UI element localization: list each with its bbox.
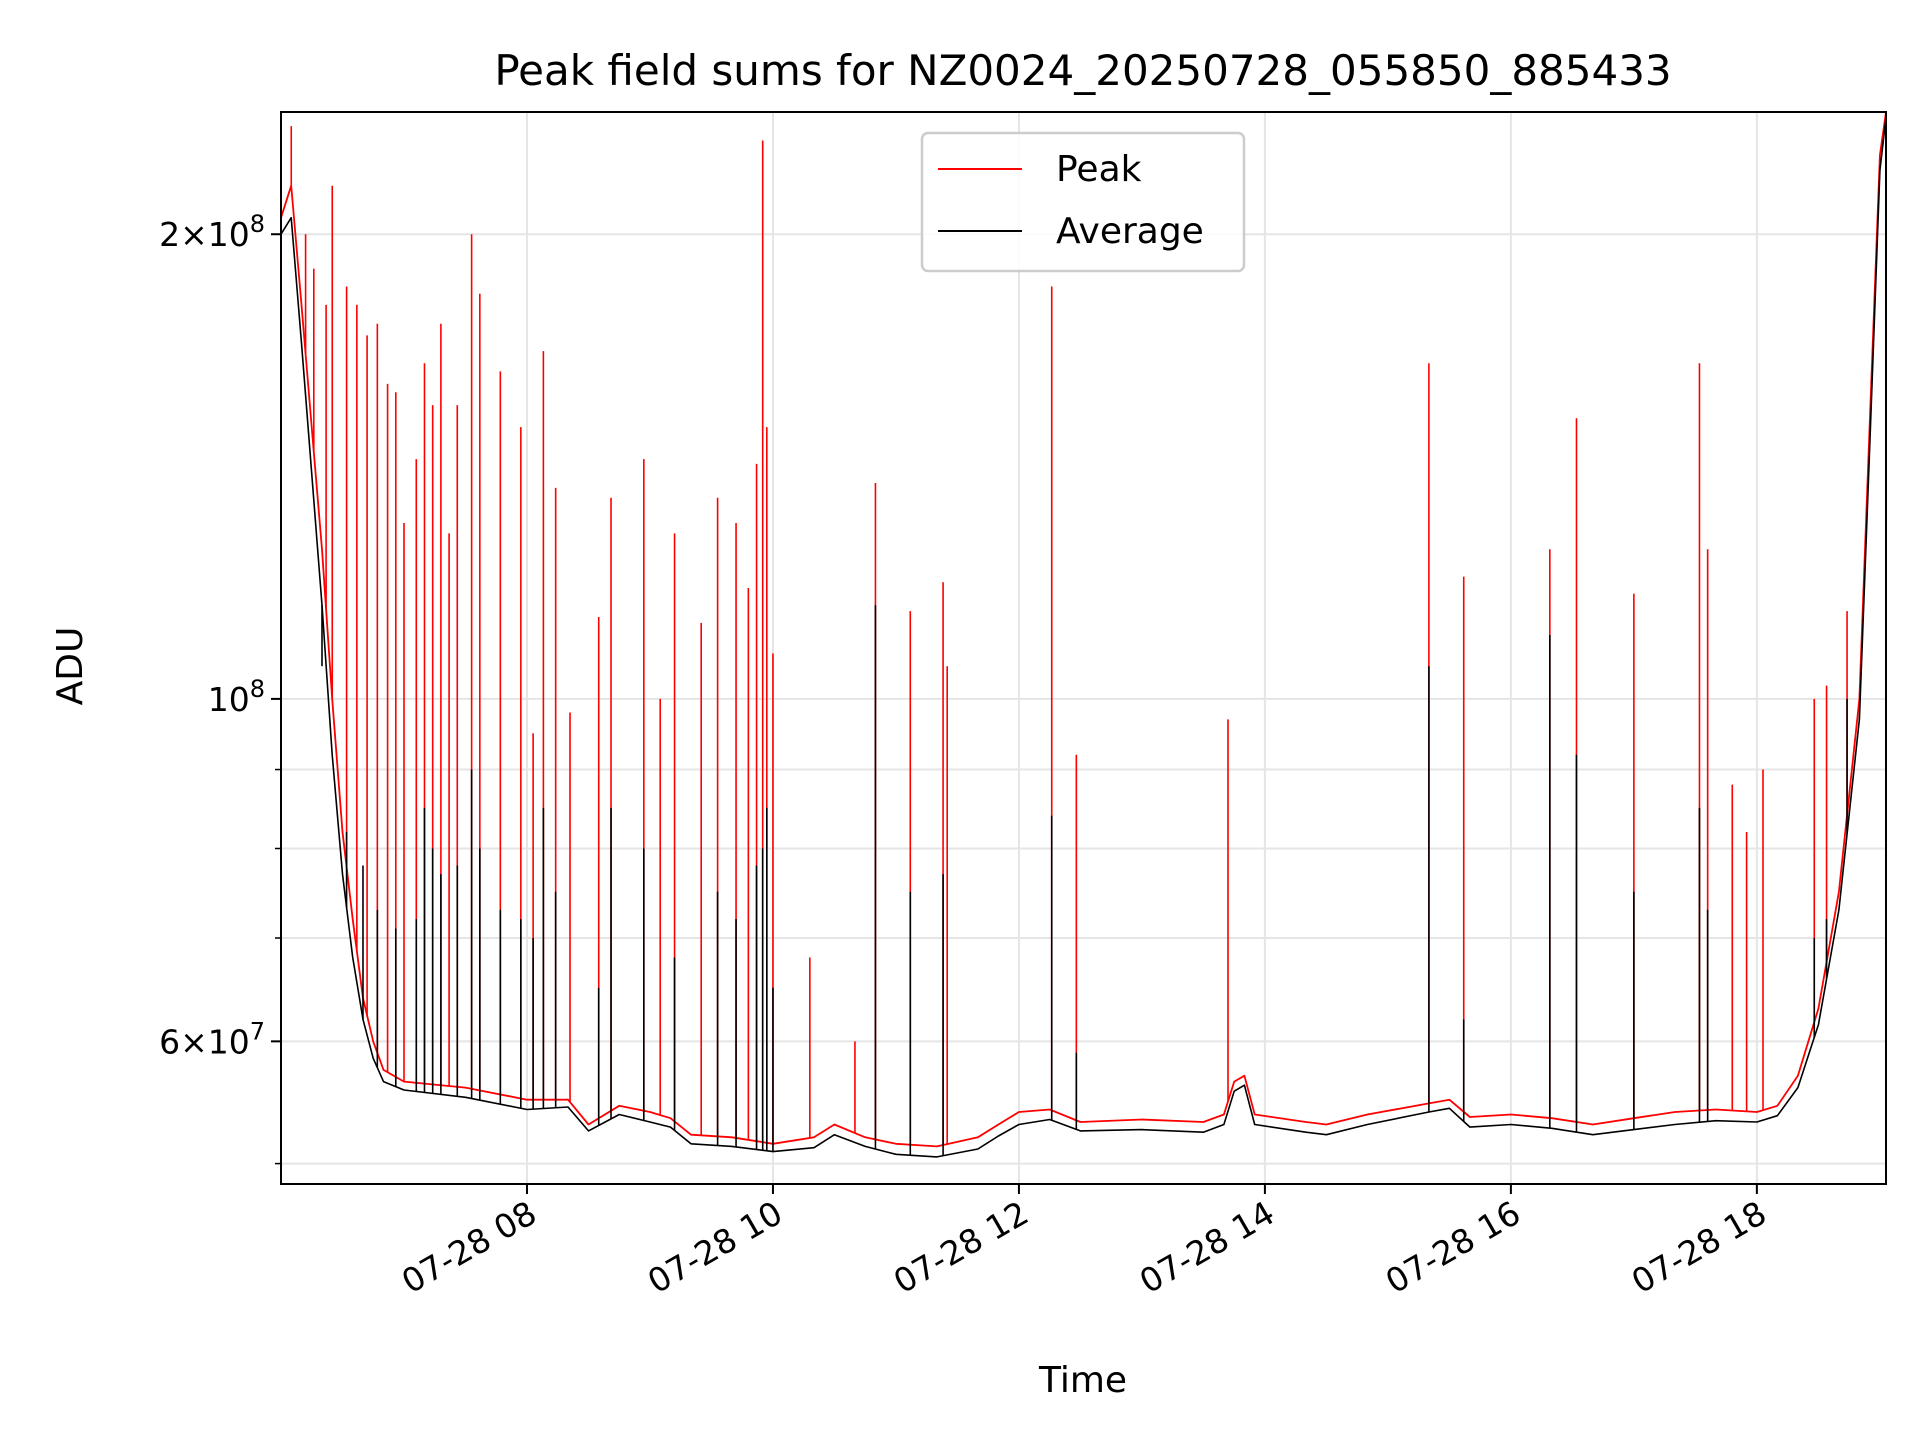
- y-tick-label: 2×108: [159, 210, 265, 254]
- legend-box: [920, 131, 1246, 273]
- axes-layer: 07-28 08 07-28 10 07-28 12 07-28 14 07-28 16…: [159, 111, 1887, 1301]
- x-tick-label: 07-28 10: [641, 1193, 789, 1301]
- y-tick-label: 108: [208, 675, 265, 719]
- plot-frame: [280, 111, 1887, 1185]
- legend-label-average: Average: [1056, 211, 1204, 252]
- series-layer: [280, 111, 1887, 1158]
- y-axis-title: ADU: [50, 627, 91, 706]
- series-line-average: [280, 117, 1887, 1158]
- x-tick-label: 07-28 18: [1625, 1193, 1773, 1301]
- series-line-peak: [280, 111, 1887, 1148]
- legend: Peak Average: [920, 131, 1246, 273]
- chart-title: Peak field sums for NZ0024_20250728_0558…: [494, 46, 1671, 95]
- x-tick-label: 07-28 14: [1133, 1193, 1281, 1301]
- x-tick-label: 07-28 08: [395, 1193, 543, 1301]
- x-tick-label: 07-28 16: [1379, 1193, 1527, 1301]
- x-tick-label: 07-28 12: [887, 1193, 1035, 1301]
- y-tick-label: 6×107: [159, 1017, 265, 1061]
- grid-layer: [281, 112, 1886, 1184]
- x-axis-title: Time: [1038, 1360, 1127, 1401]
- legend-label-peak: Peak: [1056, 149, 1142, 190]
